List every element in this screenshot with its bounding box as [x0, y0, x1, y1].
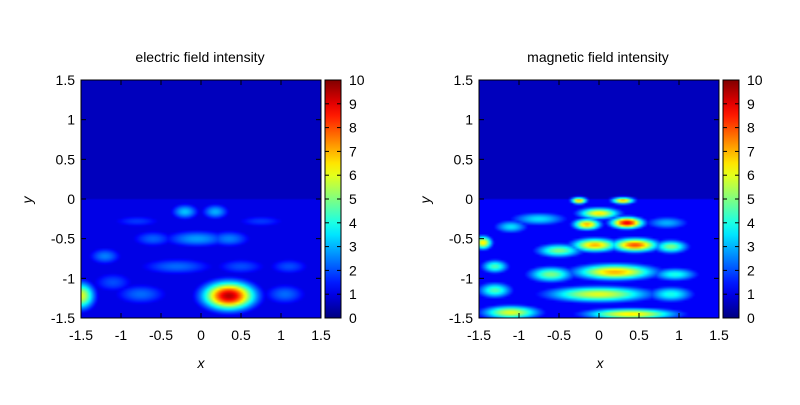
- panel-2-ytick-label: -1.5: [449, 310, 473, 326]
- panel-1-ytick-label: 0: [67, 191, 75, 207]
- panel-1-ytick-label: 0.5: [56, 151, 76, 167]
- panel-2-colorbar-label: 7: [747, 143, 755, 159]
- panel-2-xtick-label: 1.5: [709, 327, 729, 343]
- panel-1-xtick-label: -1: [115, 327, 128, 343]
- panel-2-xlabel: x: [596, 355, 605, 371]
- panel-2-ytick-label: -1: [461, 270, 474, 286]
- panel-2-xtick-label: -0.5: [547, 327, 571, 343]
- panel-1-colorbar-label: 0: [349, 310, 357, 326]
- panel-1-colorbar-label: 6: [349, 167, 357, 183]
- panel-1-colorbar-label: 4: [349, 215, 357, 231]
- panel-2-colorbar-label: 6: [747, 167, 755, 183]
- panel-2-ytick-label: 1: [465, 112, 473, 128]
- panel-2-heatmap: [479, 80, 719, 318]
- panel-1-colorbar-label: 2: [349, 262, 357, 278]
- panel-1-colorbar-label: 5: [349, 191, 357, 207]
- panel-1-colorbar-label: 10: [349, 72, 365, 88]
- panel-1-colorbar-label: 1: [349, 286, 357, 302]
- panel-2-colorbar-label: 8: [747, 120, 755, 136]
- panel-1-xtick-label: 0.5: [231, 327, 251, 343]
- panel-1-xtick-label: 1: [277, 327, 285, 343]
- panel-2-colorbar-label: 0: [747, 310, 755, 326]
- panel-1-colorbar-label: 7: [349, 143, 357, 159]
- panel-1-ytick-label: -0.5: [51, 231, 75, 247]
- panel-2-ytick-label: -0.5: [449, 231, 473, 247]
- panel-2-ylabel: y: [417, 196, 433, 205]
- panel-1-heatmap: [81, 80, 321, 318]
- panel-1-ytick-label: 1.5: [56, 72, 76, 88]
- panel-1-colorbar-label: 8: [349, 120, 357, 136]
- panel-1-xtick-label: -1.5: [69, 327, 93, 343]
- panel-1-colorbar-label: 3: [349, 239, 357, 255]
- panel-1-xtick-label: 1.5: [311, 327, 331, 343]
- panel-2-xtick-label: 1: [675, 327, 683, 343]
- panel-1-colorbar-label: 9: [349, 96, 357, 112]
- panel-1-ytick-label: -1: [63, 270, 76, 286]
- panel-1-title: electric field intensity: [135, 49, 264, 65]
- panel-2-colorbar-label: 1: [747, 286, 755, 302]
- panel-2-colorbar-label: 9: [747, 96, 755, 112]
- panel-1-ytick-label: 1: [67, 112, 75, 128]
- panel-2-colorbar-label: 3: [747, 239, 755, 255]
- panel-2-colorbar-label: 2: [747, 262, 755, 278]
- panel-2-colorbar: [723, 80, 739, 318]
- panel-2-ytick-label: 0: [465, 191, 473, 207]
- panel-2-ytick-label: 1.5: [454, 72, 474, 88]
- panel-2-colorbar-label: 10: [747, 72, 763, 88]
- panel-1-ylabel: y: [19, 196, 35, 205]
- panel-2-title: magnetic field intensity: [527, 49, 669, 65]
- panel-1-ytick-label: -1.5: [51, 310, 75, 326]
- panel-2-xtick-label: -1: [513, 327, 526, 343]
- panel-1-colorbar: [325, 80, 341, 318]
- panel-1-xtick-label: 0: [197, 327, 205, 343]
- panel-2-colorbar-label: 4: [747, 215, 755, 231]
- panel-2-xtick-label: 0: [595, 327, 603, 343]
- panel-2-ytick-label: 0.5: [454, 151, 474, 167]
- panel-1-xlabel: x: [197, 355, 206, 371]
- panel-2-xtick-label: 0.5: [629, 327, 649, 343]
- panel-2-colorbar-label: 5: [747, 191, 755, 207]
- panel-1-xtick-label: -0.5: [149, 327, 173, 343]
- panel-2-xtick-label: -1.5: [467, 327, 491, 343]
